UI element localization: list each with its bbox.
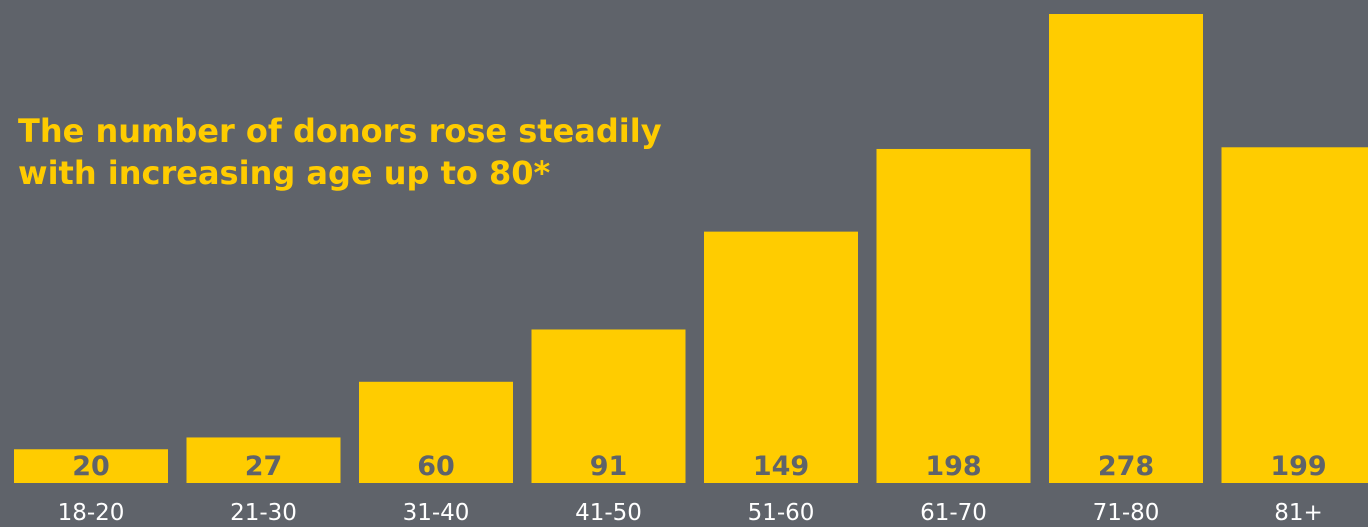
value-label-18-20: 20 (72, 451, 110, 482)
bar-61-70 (876, 148, 1031, 483)
category-label-81+: 81+ (1274, 500, 1323, 526)
category-label-31-40: 31-40 (403, 500, 470, 526)
bar-31-40 (359, 381, 513, 483)
bar-41-50 (531, 329, 686, 483)
bar-81+ (1221, 147, 1368, 483)
value-label-81+: 199 (1270, 451, 1326, 482)
chart-title: The number of donors rose steadily with … (18, 112, 662, 192)
category-label-51-60: 51-60 (748, 500, 815, 526)
bar-21-30 (186, 437, 341, 483)
value-label-41-50: 91 (590, 451, 628, 482)
category-label-61-70: 61-70 (920, 500, 987, 526)
value-label-61-70: 198 (925, 451, 981, 482)
bar-71-80 (1049, 14, 1203, 483)
value-label-31-40: 60 (417, 451, 455, 482)
category-label-21-30: 21-30 (230, 500, 297, 526)
category-label-41-50: 41-50 (575, 500, 642, 526)
category-label-18-20: 18-20 (58, 500, 125, 526)
category-label-71-80: 71-80 (1093, 500, 1160, 526)
value-label-21-30: 27 (245, 451, 283, 482)
value-label-51-60: 149 (753, 451, 809, 482)
bar-51-60 (704, 231, 858, 483)
value-label-71-80: 278 (1098, 451, 1154, 482)
bar-18-20 (14, 449, 168, 483)
